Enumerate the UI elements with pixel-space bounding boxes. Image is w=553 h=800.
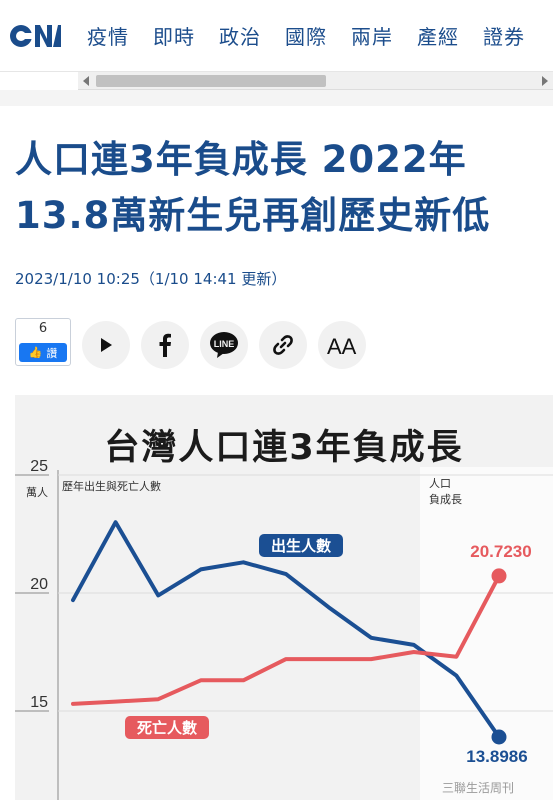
top-nav: 疫情 即時 政治 國際 兩岸 產經 證券	[0, 0, 553, 72]
deaths-end-value-label: 20.7230	[470, 542, 531, 561]
nav-item-instant[interactable]: 即時	[153, 25, 195, 49]
facebook-like-box[interactable]: 6 👍 讚	[15, 318, 71, 366]
nav-item-cross-strait[interactable]: 兩岸	[351, 25, 393, 49]
play-icon	[101, 338, 112, 352]
copy-link-button[interactable]	[259, 321, 307, 369]
y-tick-label: 25	[30, 458, 48, 475]
article-dateline: 2023/1/10 10:25（1/10 14:41 更新）	[15, 270, 287, 288]
decline-label-line1: 人口	[429, 477, 451, 490]
nav-scrollbar[interactable]	[78, 72, 553, 90]
font-size-icon: AA	[327, 334, 357, 356]
y-tick-label: 15	[30, 694, 48, 711]
infographic: 台灣人口連3年負成長 15 20 25 萬人 歷年出生與死亡人數 人口負成長出生人數死亡人…	[15, 395, 553, 800]
cna-logo[interactable]	[9, 22, 61, 50]
births-series-tag	[259, 534, 343, 557]
nav-item-international[interactable]: 國際	[285, 25, 327, 49]
nav-item-business[interactable]: 產經	[417, 25, 459, 49]
decline-label-line2: 負成長	[429, 493, 462, 506]
line-icon: LINE	[210, 332, 238, 358]
deaths-series-tag	[125, 716, 209, 739]
facebook-share-button[interactable]	[141, 321, 189, 369]
y-unit-label: 萬人	[26, 486, 48, 499]
scroll-right-arrow-icon[interactable]	[542, 76, 548, 86]
decline-highlight-band	[420, 467, 553, 800]
article-title-line1: 人口連3年負成長 2022年	[15, 138, 467, 181]
nav-divider	[0, 90, 553, 106]
series-end-point-births	[491, 729, 507, 745]
line-icon-label: LINE	[214, 339, 235, 349]
link-icon	[273, 335, 293, 355]
like-count: 6	[38, 321, 48, 336]
scroll-thumb[interactable]	[96, 75, 326, 87]
series-line-deaths	[71, 573, 501, 706]
line-share-button[interactable]: LINE	[200, 321, 248, 369]
series-end-point-deaths	[491, 568, 507, 584]
nav-item-epidemic[interactable]: 疫情	[87, 25, 129, 49]
nav-menu: 疫情 即時 政治 國際 兩岸 產經 證券	[87, 22, 549, 52]
article-title-line2: 13.8萬新生兒再創歷史新低	[15, 194, 491, 237]
thumbs-up-icon: 👍	[28, 346, 43, 359]
births-series-label: 出生人數	[271, 537, 331, 555]
infographic-title: 台灣人口連3年負成長	[104, 428, 464, 468]
font-size-button[interactable]: AA	[318, 321, 366, 369]
font-size-icon-label: AA	[327, 334, 357, 356]
nav-item-stocks[interactable]: 證券	[483, 25, 525, 49]
facebook-icon	[159, 333, 171, 357]
births-end-value-label: 13.8986	[466, 747, 527, 766]
scroll-left-arrow-icon[interactable]	[83, 76, 89, 86]
like-label: 讚	[46, 346, 58, 360]
chart-caption: 歷年出生與死亡人數	[62, 479, 161, 493]
deaths-series-label: 死亡人數	[137, 719, 197, 737]
y-tick-label: 20	[30, 576, 48, 593]
watermark-text: 三聯生活周刊	[442, 781, 514, 795]
article-title: 人口連3年負成長 2022年 13.8萬新生兒再創歷史新低	[15, 132, 545, 244]
play-button[interactable]	[82, 321, 130, 369]
like-button[interactable]: 👍 讚	[19, 343, 67, 362]
nav-item-politics[interactable]: 政治	[219, 25, 261, 49]
